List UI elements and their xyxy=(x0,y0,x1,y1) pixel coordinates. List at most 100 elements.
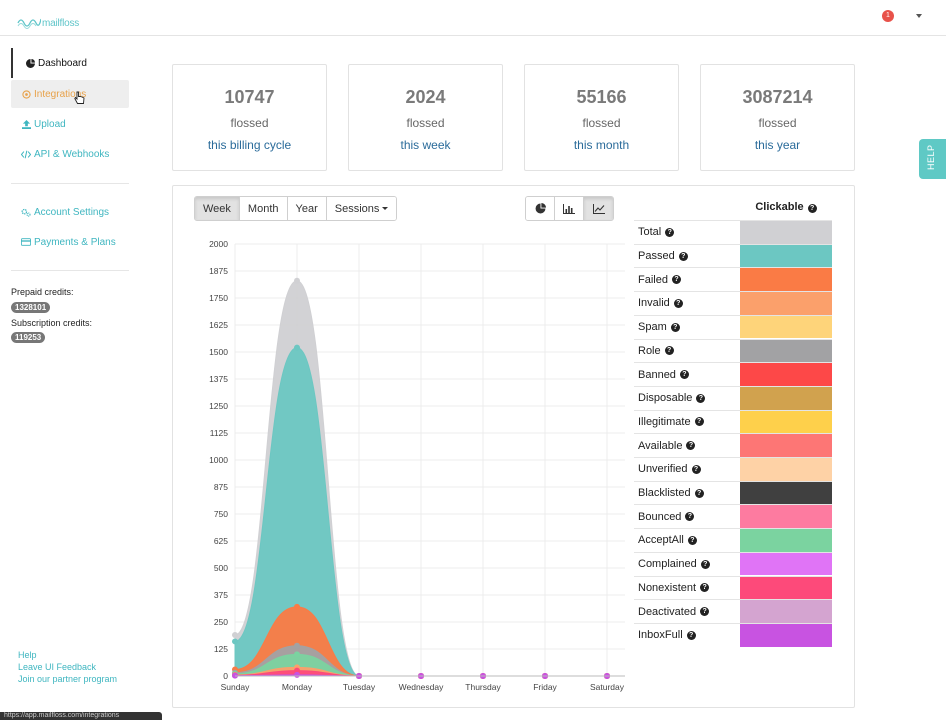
question-circle-icon[interactable]: ? xyxy=(686,630,696,640)
legend-swatch[interactable] xyxy=(740,244,832,268)
legend-row-passed[interactable]: Passed? xyxy=(634,243,832,268)
legend-swatch[interactable] xyxy=(740,410,832,434)
stat-period-link[interactable]: this billing cycle xyxy=(207,138,292,152)
legend-swatch[interactable] xyxy=(740,458,832,481)
legend-row-blacklisted[interactable]: Blacklisted? xyxy=(634,480,832,505)
legend-label-text: Deactivated xyxy=(638,605,697,618)
question-circle-icon[interactable]: ? xyxy=(694,488,704,498)
range-year-button[interactable]: Year xyxy=(287,197,327,220)
data-point-inboxfull[interactable] xyxy=(294,671,300,678)
legend-row-invalid[interactable]: Invalid? xyxy=(634,291,832,315)
sidebar-item-payments-plans[interactable]: Payments & Plans xyxy=(11,228,129,256)
legend-row-failed[interactable]: Failed? xyxy=(634,267,832,292)
brand-logo[interactable]: mailfloss xyxy=(17,14,79,32)
stat-period-link[interactable]: this month xyxy=(573,138,630,152)
data-point-passed[interactable] xyxy=(232,638,238,645)
sidebar-item-upload[interactable]: Upload xyxy=(11,110,129,138)
legend-row-role[interactable]: Role? xyxy=(634,338,832,363)
legend-label: Passed? xyxy=(634,245,740,268)
sessions-dropdown[interactable]: Sessions xyxy=(326,197,397,220)
question-circle-icon[interactable]: ? xyxy=(687,535,697,545)
data-point-acceptall[interactable] xyxy=(294,651,300,658)
question-circle-icon[interactable]: ? xyxy=(691,464,701,474)
range-week-button[interactable]: Week xyxy=(195,197,240,220)
question-circle-icon[interactable]: ? xyxy=(671,275,681,285)
legend-label-text: Illegitimate xyxy=(638,415,691,428)
legend-row-unverified[interactable]: Unverified? xyxy=(634,457,832,481)
question-circle-icon[interactable]: ? xyxy=(700,559,710,569)
question-circle-icon[interactable]: ? xyxy=(694,417,704,427)
legend-row-complained[interactable]: Complained? xyxy=(634,551,832,576)
sidebar-item-dashboard[interactable]: Dashboard xyxy=(11,48,129,78)
legend-swatch[interactable] xyxy=(740,292,832,315)
question-circle-icon[interactable]: ? xyxy=(670,322,680,332)
question-circle-icon[interactable]: ? xyxy=(696,393,706,403)
question-circle-icon[interactable]: ? xyxy=(807,204,817,213)
legend-swatch[interactable] xyxy=(740,339,832,363)
legend-swatch[interactable] xyxy=(740,600,832,623)
legend-swatch[interactable] xyxy=(740,315,832,339)
data-point-total[interactable] xyxy=(294,277,300,284)
caret-down-icon xyxy=(382,207,389,210)
question-circle-icon[interactable]: ? xyxy=(685,512,695,522)
footer-link-partner[interactable]: Join our partner program xyxy=(18,674,118,684)
question-circle-icon[interactable]: ? xyxy=(679,370,689,380)
legend-row-total[interactable]: Total? xyxy=(634,220,832,244)
sidebar-item-api-webhooks[interactable]: API & Webhooks xyxy=(11,140,129,168)
notification-badge[interactable]: 1 xyxy=(882,10,894,22)
hand-cursor-icon xyxy=(74,91,85,104)
footer-link-feedback[interactable]: Leave UI Feedback xyxy=(18,662,97,672)
data-point-passed[interactable] xyxy=(294,344,300,351)
question-circle-icon[interactable]: ? xyxy=(678,251,688,261)
y-tick-label: 1125 xyxy=(210,428,229,438)
stat-period-link[interactable]: this year xyxy=(754,138,801,152)
question-circle-icon[interactable]: ? xyxy=(673,298,683,308)
legend-label-text: Passed xyxy=(638,250,675,263)
legend-row-banned[interactable]: Banned? xyxy=(634,362,832,386)
legend-label: Banned? xyxy=(634,363,740,386)
legend-swatch[interactable] xyxy=(740,623,832,647)
legend-row-nonexistent[interactable]: Nonexistent? xyxy=(634,575,832,600)
footer-link-help[interactable]: Help xyxy=(18,650,37,660)
legend-row-acceptall[interactable]: AcceptAll? xyxy=(634,528,832,552)
question-circle-icon[interactable]: ? xyxy=(700,607,710,617)
legend-swatch[interactable] xyxy=(740,529,832,552)
data-point-nonexistent[interactable] xyxy=(294,667,300,674)
brand-name: mailfloss xyxy=(42,17,80,29)
sidebar-item-account-settings[interactable]: Account Settings xyxy=(11,198,129,226)
sidebar-item-integrations[interactable]: Integrations xyxy=(11,80,129,108)
range-month-button[interactable]: Month xyxy=(239,197,288,220)
question-circle-icon[interactable]: ? xyxy=(700,583,710,593)
legend-swatch[interactable] xyxy=(740,386,832,410)
data-point-failed[interactable] xyxy=(294,603,300,610)
legend-row-deactivated[interactable]: Deactivated? xyxy=(634,599,832,623)
legend-swatch[interactable] xyxy=(740,221,832,244)
legend-swatch[interactable] xyxy=(740,363,832,386)
bar-chart-button[interactable] xyxy=(555,197,584,220)
legend-row-bounced[interactable]: Bounced? xyxy=(634,504,832,529)
legend-row-inboxfull[interactable]: InboxFull? xyxy=(634,622,832,647)
legend-row-spam[interactable]: Spam? xyxy=(634,314,832,339)
legend-swatch[interactable] xyxy=(740,552,832,576)
x-tick-label: Wednesday xyxy=(399,682,444,692)
line-chart-icon xyxy=(592,203,605,214)
question-circle-icon[interactable]: ? xyxy=(664,346,674,356)
legend-row-illegitimate[interactable]: Illegitimate? xyxy=(634,409,832,434)
help-tab-label: HELP xyxy=(926,144,936,170)
data-point-total[interactable] xyxy=(232,631,238,638)
legend-swatch[interactable] xyxy=(740,481,832,505)
question-circle-icon[interactable]: ? xyxy=(665,227,675,237)
legend-row-available[interactable]: Available? xyxy=(634,433,832,457)
pie-chart-button[interactable] xyxy=(526,197,555,220)
legend-swatch[interactable] xyxy=(740,505,832,529)
legend-swatch[interactable] xyxy=(740,268,832,292)
question-circle-icon[interactable]: ? xyxy=(686,441,696,451)
data-point-role[interactable] xyxy=(294,642,300,649)
stat-period-link[interactable]: this week xyxy=(400,138,451,152)
line-chart-button[interactable] xyxy=(584,197,613,220)
legend-row-disposable[interactable]: Disposable? xyxy=(634,385,832,410)
legend-swatch[interactable] xyxy=(740,434,832,457)
legend-swatch[interactable] xyxy=(740,576,832,600)
user-menu-caret-icon[interactable] xyxy=(916,14,922,18)
help-tab[interactable]: HELP xyxy=(919,139,946,179)
